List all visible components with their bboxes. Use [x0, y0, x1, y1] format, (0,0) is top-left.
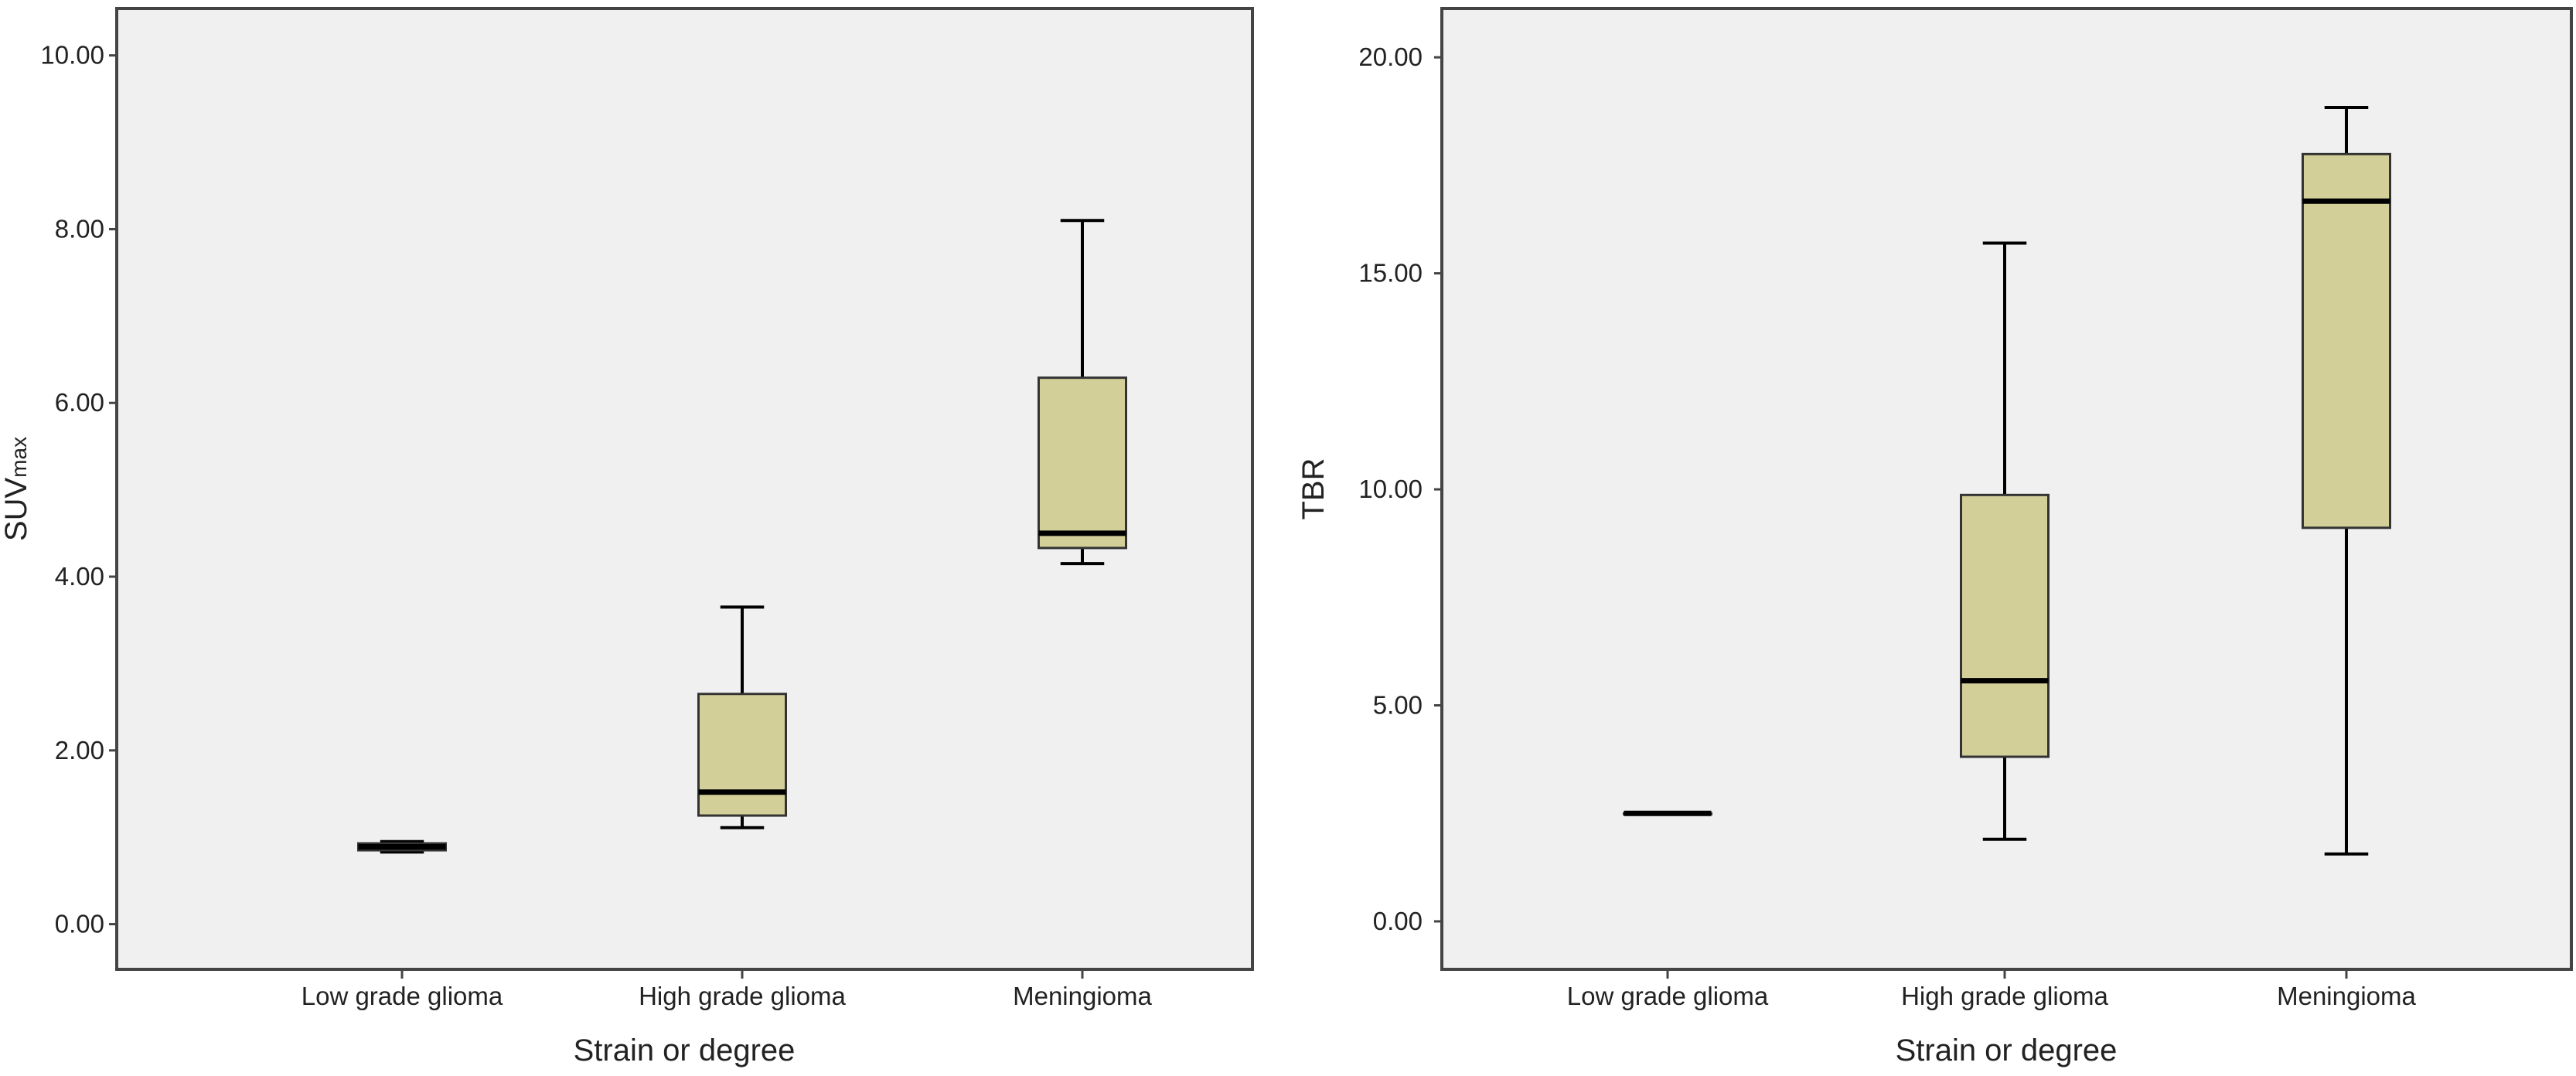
box-high-grade-glioma: [697, 605, 787, 829]
x-axis-title: Strain or degree: [574, 1033, 796, 1067]
x-category-label: Low grade glioma: [1567, 982, 1769, 1010]
x-category-label: Meningioma: [2277, 982, 2416, 1010]
y-tick-label: 8.00: [55, 214, 104, 243]
y-tick-label: 0.00: [55, 910, 104, 938]
y-tick-label: 15.00: [1358, 259, 1423, 288]
iqr-box: [697, 693, 787, 817]
iqr-box: [2302, 152, 2391, 529]
x-category-label: High grade glioma: [1901, 982, 2108, 1010]
y-axis-title-main: TBR: [1297, 458, 1331, 520]
y-axis-title: TBR: [1297, 458, 1331, 520]
y-tick-label: 6.00: [55, 388, 104, 417]
y-tick-label: 20.00: [1358, 43, 1423, 71]
plot-panel-2: 0.00 5.00 10.00 15.00 20.00 TBR Low grade glio…: [1297, 7, 2573, 1067]
x-category-label: High grade glioma: [639, 982, 846, 1010]
y-axis-title-subscript: max: [7, 437, 31, 478]
y-tick-label: 4.00: [55, 562, 104, 591]
y-tick-label: 0.00: [1373, 907, 1423, 935]
box-meningioma: [1038, 219, 1127, 566]
box-low-grade-glioma: [1623, 810, 1712, 816]
iqr-box: [1038, 376, 1127, 550]
box-low-grade-glioma: [357, 839, 447, 854]
box-high-grade-glioma: [1960, 241, 2050, 841]
plot-panel-1: 0.00 2.00 4.00 6.00 8.00 10.00 SUVmax Low grade…: [0, 7, 1254, 1067]
x-category-label: Low grade glioma: [302, 982, 503, 1010]
y-tick-label: 2.00: [55, 736, 104, 764]
y-tick-label: 10.00: [40, 41, 104, 70]
y-axis-title-main: SUV: [0, 478, 33, 542]
y-tick-label: 5.00: [1373, 691, 1423, 720]
y-tick-label: 10.00: [1358, 475, 1423, 503]
y-axis-title: SUVmax: [0, 437, 33, 541]
x-axis-title: Strain or degree: [1896, 1033, 2118, 1067]
box-meningioma: [2302, 105, 2391, 856]
iqr-box: [1960, 493, 2050, 758]
x-category-label: Meningioma: [1013, 982, 1152, 1010]
plot-area: [1440, 7, 2573, 971]
